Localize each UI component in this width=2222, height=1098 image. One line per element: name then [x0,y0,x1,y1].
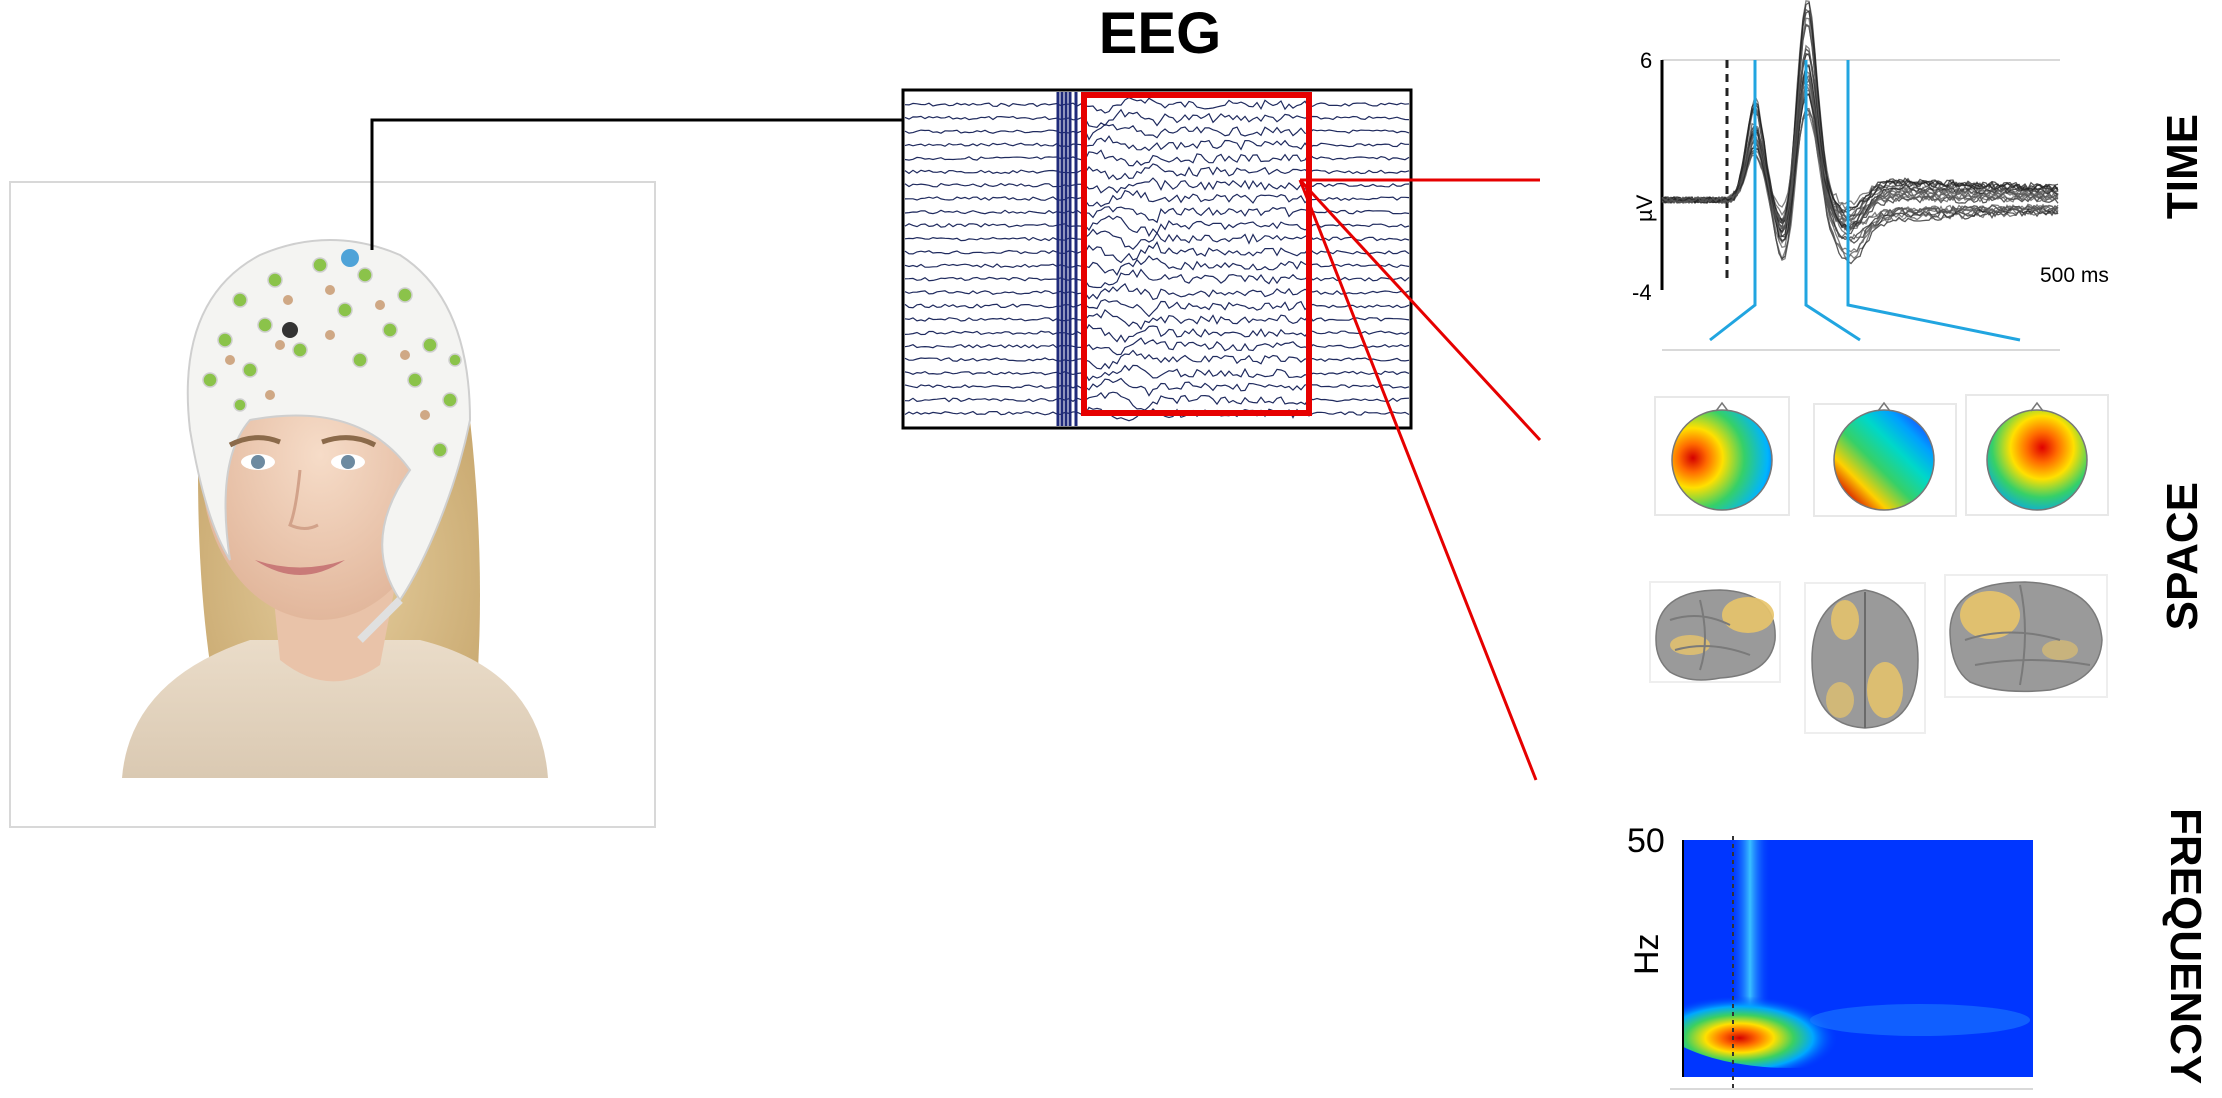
eeg-channel-trace [904,149,1410,167]
eeg-channel-trace [904,241,1410,264]
eeg-channel-trace [904,282,1410,301]
component-markers [1709,60,2021,342]
erp-traces [1661,0,2059,265]
erp-channel-trace [1661,23,2059,253]
time-yunit-label: µV [1632,194,1657,222]
eeg-channel-trace [904,323,1410,343]
eeg-channel-trace [904,268,1410,289]
eeg-channel-trace [904,123,1410,141]
time-frequency-map [1670,836,2033,1090]
eeg-channel-trace [904,177,1410,194]
eeg-channel-trace [904,308,1410,331]
eeg-channel-trace [904,337,1410,356]
eeg-channel-trace [904,349,1410,370]
erp-plot [1660,0,2060,351]
eeg-channel-trace [904,163,1410,181]
space-label: SPACE [2158,482,2207,631]
eeg-channel-trace [904,135,1409,152]
eeg-channel-trace [904,298,1410,318]
eeg-channel-trace [904,377,1410,397]
erp-channel-trace [1661,52,2059,208]
time-label: TIME [2158,114,2207,220]
erp-channel-trace [1661,44,2059,243]
frequency-label: FREQUENCY [2161,808,2210,1085]
erp-channel-trace [1661,65,2059,244]
topomap-icon [1654,394,2109,517]
eeg-channel-trace [904,255,1410,276]
eeg-traces [904,96,1410,422]
eeg-channel-trace [904,391,1410,411]
eeg-channel-trace [904,96,1410,114]
erp-channel-trace [1661,93,2059,242]
frequency-ymax-label: 50 [1627,822,1665,860]
frequency-yunit-label: Hz [1628,933,1666,975]
time-ymax-label: 6 [1640,48,1653,73]
erp-channel-trace [1661,64,2059,265]
eeg-trace-panel [901,88,1413,430]
erp-channel-trace [1661,78,2059,229]
cable-connector [370,118,903,250]
brain-surface-icon [1649,574,2108,734]
erp-channel-trace [1661,52,2059,223]
erp-channel-trace [1661,69,2059,261]
eeg-channel-trace [904,364,1410,382]
projection-lines [1298,178,1542,781]
stimulus-marker [1056,92,1078,426]
eeg-channel-trace [904,228,1410,251]
eeg-channel-trace [904,189,1410,208]
eeg-channel-trace [904,108,1410,128]
time-xscale-label: 500 ms [2040,264,2109,287]
epoch-highlight [1081,92,1312,416]
diagram-title: EEG [1098,1,1222,66]
time-ymin-label: -4 [1632,280,1652,305]
erp-channel-trace [1661,112,2059,221]
eeg-cap-photo [9,181,656,828]
eeg-channel-trace [904,206,1410,224]
